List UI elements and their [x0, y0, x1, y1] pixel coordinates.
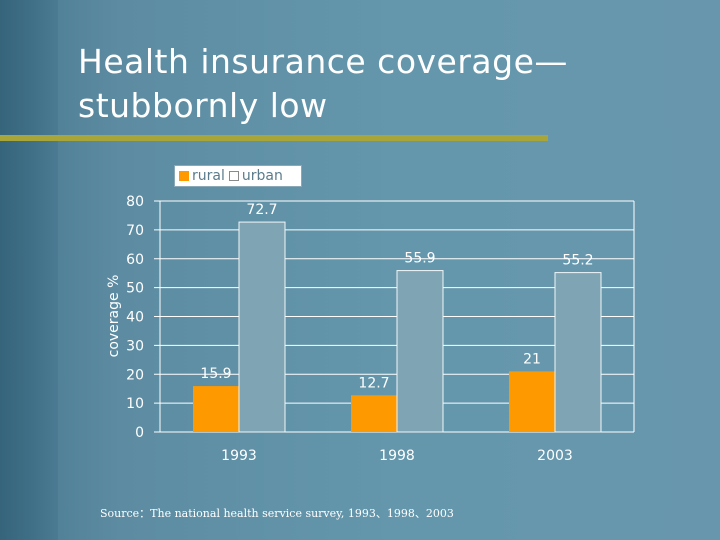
slide-title: Health insurance coverage— stubbornly lo… — [78, 40, 568, 128]
x-tick-label: 1993 — [221, 448, 257, 464]
bars — [193, 221, 602, 433]
bar-urban-2003 — [554, 272, 602, 433]
data-label-urban-1993: 72.7 — [246, 202, 277, 218]
data-label-rural-1998: 12.7 — [358, 375, 389, 391]
labels: 0 10 20 30 40 50 60 70 80 coverage % 15.9 72.7 1993 1… — [106, 194, 594, 464]
title-accent-bar — [0, 135, 548, 141]
legend-swatch-rural — [179, 171, 189, 181]
bar-urban-1998 — [396, 270, 444, 433]
data-label-rural-2003: 21 — [523, 351, 541, 367]
bar-rural-1993 — [193, 386, 239, 432]
bar-rural-2003 — [509, 371, 555, 432]
bar-rural-1998 — [351, 395, 397, 432]
source-note: Source：The national health service surve… — [100, 507, 454, 520]
axes — [154, 200, 635, 433]
y-tick-label: 20 — [126, 367, 144, 383]
bar-urban-1993 — [238, 221, 286, 433]
data-label-urban-2003: 55.2 — [562, 253, 593, 269]
legend-label-urban: urban — [241, 168, 283, 184]
y-tick-label: 70 — [126, 223, 144, 239]
x-tick-label: 2003 — [537, 448, 573, 464]
left-band-decoration — [0, 0, 58, 540]
y-tick-label: 30 — [126, 338, 144, 354]
data-label-rural-1993: 15.9 — [200, 366, 231, 382]
y-tick-label: 40 — [126, 310, 144, 326]
slide-title-line-2: stubbornly low — [78, 86, 328, 125]
y-tick-label: 50 — [126, 281, 144, 297]
y-tick-label: 60 — [126, 252, 144, 268]
legend-label-rural: rural — [192, 168, 225, 184]
y-tick-label: 10 — [126, 396, 144, 412]
y-tick-label: 80 — [126, 194, 144, 210]
y-tick-label: 0 — [135, 425, 144, 441]
legend-swatch-urban — [228, 171, 239, 181]
chart-legend: rural urban — [174, 165, 302, 187]
x-tick-label: 1998 — [379, 448, 415, 464]
data-label-urban-1998: 55.9 — [404, 251, 435, 267]
slide-title-line-1: Health insurance coverage— — [78, 42, 568, 81]
y-axis-title: coverage % — [106, 275, 122, 358]
